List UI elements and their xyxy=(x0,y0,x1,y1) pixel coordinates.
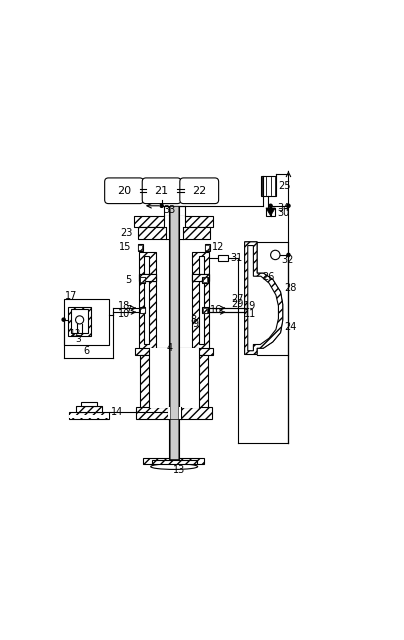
FancyBboxPatch shape xyxy=(142,178,181,204)
Circle shape xyxy=(76,316,84,324)
Text: 2: 2 xyxy=(74,330,80,339)
Bar xyxy=(199,256,204,344)
Bar xyxy=(135,348,213,355)
Bar xyxy=(68,307,91,336)
Polygon shape xyxy=(245,242,283,355)
Bar xyxy=(140,277,145,283)
Bar xyxy=(140,355,154,408)
Bar xyxy=(170,206,178,419)
Bar xyxy=(145,256,149,344)
Bar xyxy=(136,407,213,419)
Circle shape xyxy=(160,204,163,207)
Polygon shape xyxy=(248,246,278,351)
Bar xyxy=(149,355,199,408)
Bar xyxy=(140,278,145,282)
Text: 16: 16 xyxy=(210,305,223,315)
Polygon shape xyxy=(266,208,275,216)
Text: 34: 34 xyxy=(278,203,290,213)
Bar xyxy=(137,227,210,239)
Bar xyxy=(166,227,183,239)
Text: 18: 18 xyxy=(118,301,130,310)
Bar xyxy=(170,419,178,460)
Text: 31: 31 xyxy=(230,253,242,263)
Text: 21: 21 xyxy=(155,186,169,196)
Circle shape xyxy=(271,250,280,260)
FancyBboxPatch shape xyxy=(105,178,143,204)
Text: 17: 17 xyxy=(65,291,77,301)
Bar xyxy=(202,307,208,313)
Text: 29: 29 xyxy=(231,299,244,308)
Bar xyxy=(139,252,156,349)
Bar xyxy=(140,308,145,312)
Bar xyxy=(168,407,181,419)
Text: 20: 20 xyxy=(117,186,131,196)
Bar xyxy=(143,458,204,464)
Bar xyxy=(203,308,207,312)
Circle shape xyxy=(287,253,290,257)
Text: 6: 6 xyxy=(83,346,89,356)
Text: 26: 26 xyxy=(262,272,274,282)
Text: 28: 28 xyxy=(285,283,297,293)
Text: 10: 10 xyxy=(118,309,130,319)
Text: 14: 14 xyxy=(111,408,124,417)
Bar xyxy=(261,176,276,196)
Text: 32: 32 xyxy=(281,255,293,265)
Bar xyxy=(218,255,228,260)
Circle shape xyxy=(287,204,290,207)
Bar xyxy=(81,403,97,406)
Bar xyxy=(139,274,156,281)
Bar xyxy=(203,278,207,282)
Bar xyxy=(192,274,209,281)
Text: 13: 13 xyxy=(173,465,185,476)
Bar xyxy=(139,245,142,250)
Bar xyxy=(71,309,88,333)
Text: 7: 7 xyxy=(126,305,132,315)
Bar xyxy=(192,252,209,349)
Text: 8: 8 xyxy=(190,315,196,325)
Bar xyxy=(140,307,145,313)
Text: 5: 5 xyxy=(126,275,132,285)
Text: 19: 19 xyxy=(244,301,256,310)
Bar xyxy=(69,412,109,419)
Bar xyxy=(266,208,275,216)
Text: 9: 9 xyxy=(192,319,198,329)
Bar xyxy=(135,216,213,227)
Text: 25: 25 xyxy=(278,181,291,191)
Text: 22: 22 xyxy=(192,186,206,196)
Circle shape xyxy=(62,318,65,321)
Bar xyxy=(192,274,209,281)
Text: 24: 24 xyxy=(285,322,297,332)
Text: 27: 27 xyxy=(231,294,244,304)
Text: 3: 3 xyxy=(75,335,81,344)
Bar xyxy=(169,419,179,460)
Bar xyxy=(164,216,185,227)
Bar xyxy=(69,415,109,418)
Text: 30: 30 xyxy=(278,209,290,218)
Bar xyxy=(149,348,199,355)
Text: 11: 11 xyxy=(244,309,256,319)
Circle shape xyxy=(269,204,272,207)
Text: 23: 23 xyxy=(120,228,133,238)
Bar xyxy=(202,277,208,283)
Text: 1: 1 xyxy=(69,330,74,339)
Text: 12: 12 xyxy=(212,243,225,252)
Bar xyxy=(194,355,208,408)
Bar xyxy=(206,245,209,250)
Bar xyxy=(64,299,109,345)
Bar xyxy=(204,244,210,251)
FancyBboxPatch shape xyxy=(180,178,219,204)
Text: 15: 15 xyxy=(119,243,131,252)
Bar xyxy=(137,244,143,251)
Bar xyxy=(152,460,197,464)
Text: 4: 4 xyxy=(166,342,173,353)
Bar xyxy=(169,206,179,419)
Text: 33: 33 xyxy=(163,205,175,215)
Bar xyxy=(139,274,156,281)
Ellipse shape xyxy=(151,464,198,469)
Bar xyxy=(76,406,102,412)
